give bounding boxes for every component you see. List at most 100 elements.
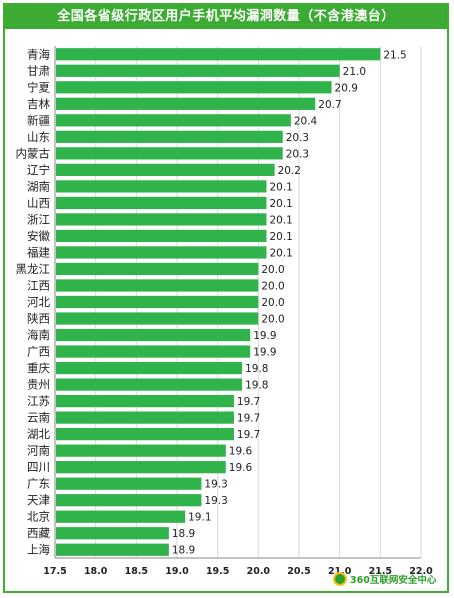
x-tick-label: 20.0 <box>247 566 271 577</box>
bar <box>56 428 234 441</box>
category-label: 湖南 <box>27 179 50 193</box>
category-label: 江苏 <box>27 394 50 408</box>
bar <box>56 527 169 540</box>
bar <box>56 361 243 375</box>
category-label: 江西 <box>27 278 50 292</box>
logo-text: 360互联网安全中心 <box>350 575 437 586</box>
category-label: 广西 <box>27 345 50 359</box>
value-label: 20.3 <box>286 132 309 144</box>
bar <box>56 394 234 408</box>
category-label: 内蒙古 <box>16 146 51 160</box>
bar <box>56 262 259 276</box>
bar <box>56 494 202 507</box>
value-label: 18.9 <box>172 528 195 540</box>
value-label: 19.6 <box>229 462 253 474</box>
value-label: 20.4 <box>294 115 318 127</box>
category-label: 上海 <box>27 543 50 557</box>
value-label: 20.0 <box>261 264 284 276</box>
category-label: 重庆 <box>27 361 50 375</box>
category-label: 宁夏 <box>27 80 50 94</box>
category-label: 吉林 <box>27 97 50 111</box>
x-tick-label: 22.0 <box>409 566 433 577</box>
value-label: 19.3 <box>204 495 227 507</box>
value-label: 20.0 <box>261 314 284 326</box>
value-label: 19.8 <box>245 380 268 392</box>
bar <box>56 163 275 176</box>
category-label: 新疆 <box>27 113 50 127</box>
category-label: 四川 <box>27 460 50 474</box>
value-label: 20.2 <box>278 165 301 177</box>
value-label: 19.6 <box>229 446 253 458</box>
category-label: 青海 <box>27 47 50 61</box>
bar <box>56 180 267 193</box>
value-label: 20.1 <box>269 247 292 259</box>
brand-logo: 360互联网安全中心 <box>333 571 436 587</box>
category-label: 甘肃 <box>27 64 50 78</box>
value-label: 19.8 <box>245 363 268 375</box>
category-label: 辽宁 <box>27 163 50 177</box>
x-tick-label: 19.5 <box>206 566 229 577</box>
bar <box>56 196 267 210</box>
value-label: 21.5 <box>383 49 406 61</box>
value-label: 19.3 <box>204 479 227 491</box>
category-label: 湖北 <box>27 427 50 441</box>
value-label: 20.7 <box>318 99 341 111</box>
bar <box>56 345 251 358</box>
x-tick-label: 20.5 <box>287 566 310 577</box>
value-label: 20.1 <box>269 214 292 226</box>
value-label: 19.7 <box>237 396 260 408</box>
bar <box>56 411 234 424</box>
category-label: 海南 <box>27 328 50 342</box>
bar <box>56 114 291 127</box>
x-tick-label: 18.5 <box>125 566 148 577</box>
value-label: 19.9 <box>253 347 276 359</box>
value-label: 20.9 <box>335 82 358 94</box>
category-label: 北京 <box>27 510 50 524</box>
category-label: 浙江 <box>27 212 50 226</box>
category-label: 黑龙江 <box>16 262 51 276</box>
logo-icon <box>333 572 347 586</box>
bar <box>56 229 267 243</box>
category-label: 贵州 <box>27 378 50 392</box>
value-label: 20.1 <box>269 181 292 193</box>
category-label: 陕西 <box>27 312 50 326</box>
bar <box>56 444 226 457</box>
value-label: 18.9 <box>172 545 195 557</box>
value-label: 20.0 <box>261 297 284 309</box>
value-label: 19.9 <box>253 330 276 342</box>
category-label: 广东 <box>27 477 50 491</box>
value-label: 20.1 <box>269 198 292 210</box>
value-label: 20.0 <box>261 280 284 292</box>
x-tick-label: 21.5 <box>369 566 392 577</box>
x-tick-label: 17.5 <box>43 566 66 577</box>
bar <box>56 97 316 110</box>
bar <box>56 295 259 309</box>
chart-title: 全国各省级行政区用户手机平均漏洞数量（不含港澳台） <box>5 5 447 29</box>
bar <box>56 543 169 556</box>
category-label: 山东 <box>27 130 50 144</box>
bar <box>56 246 267 259</box>
category-label: 山西 <box>27 196 50 210</box>
value-label: 19.7 <box>237 429 260 441</box>
category-label: 河北 <box>27 295 50 309</box>
x-tick-label: 21.0 <box>328 566 352 577</box>
category-label: 安徽 <box>27 229 50 243</box>
bar <box>56 81 332 94</box>
bar <box>56 510 186 523</box>
bar <box>56 312 259 325</box>
value-label: 20.3 <box>286 148 309 160</box>
bar <box>56 213 267 226</box>
bar <box>56 328 251 342</box>
bar <box>56 147 283 160</box>
bar <box>56 130 283 143</box>
bar <box>56 64 340 77</box>
bar <box>56 477 202 490</box>
value-label: 19.7 <box>237 413 260 425</box>
bar <box>56 279 259 292</box>
category-label: 天津 <box>27 493 50 507</box>
category-label: 河南 <box>27 444 50 458</box>
bar <box>56 378 243 391</box>
x-tick-label: 18.0 <box>84 566 108 577</box>
bar <box>56 461 226 474</box>
